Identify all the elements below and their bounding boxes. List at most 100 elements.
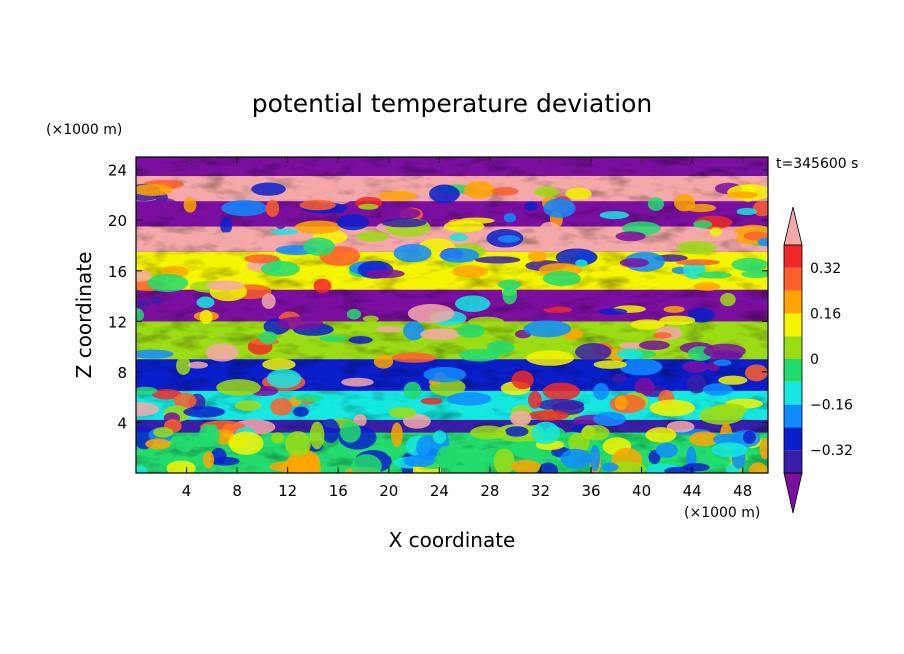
contour-patch <box>645 427 677 443</box>
contour-patch <box>574 343 612 361</box>
contour-patch <box>731 257 768 272</box>
x-tick-label: 40 <box>632 482 651 500</box>
contour-patch <box>630 319 665 330</box>
contour-patch <box>451 265 489 278</box>
contour-patch <box>433 430 447 444</box>
contour-patch <box>266 369 302 389</box>
contour-patch <box>474 256 521 264</box>
contour-patch <box>565 187 592 200</box>
contour-patch <box>531 421 561 445</box>
y-axis: 4 8 12 16 20 24 <box>108 162 768 432</box>
contour-patch <box>593 411 626 427</box>
x-tick-label: 20 <box>379 482 398 500</box>
y-tick-label: 16 <box>108 263 127 281</box>
colorbar-segment <box>784 336 802 359</box>
contour-patch <box>612 373 628 383</box>
x-tick-label: 8 <box>232 482 242 500</box>
contour-patch <box>542 382 581 401</box>
contour-patch <box>613 296 657 304</box>
contour-patch <box>339 421 361 443</box>
contour-patch <box>463 181 495 199</box>
contour-patch <box>403 413 431 429</box>
contour-patch <box>262 358 296 371</box>
time-label: t=345600 s <box>776 156 858 172</box>
contour-patch <box>351 454 382 473</box>
contour-patch <box>436 445 461 468</box>
contour-patch <box>303 237 335 256</box>
contour-patch <box>655 442 678 458</box>
contour-patch <box>748 462 768 473</box>
contour-patch <box>598 308 628 315</box>
contour-patch <box>743 430 756 444</box>
contour-patch <box>356 231 389 242</box>
contour-patch <box>420 397 443 405</box>
contour-patch <box>664 466 695 473</box>
plot-frame <box>135 156 769 474</box>
contour-patch <box>285 431 311 457</box>
contour-patch <box>403 321 425 341</box>
contour-patch <box>695 271 732 279</box>
contour-patch <box>759 438 768 460</box>
contour-patch <box>575 259 588 268</box>
contour-patch <box>423 366 467 383</box>
contour-patch <box>497 235 521 243</box>
colorbar-label: 0.32 <box>810 261 841 277</box>
contour-patch <box>228 431 264 455</box>
contour-patch <box>320 418 340 443</box>
contour-patch <box>709 226 722 237</box>
contour-patch <box>166 460 196 473</box>
contour-patch <box>146 200 169 207</box>
contour-patch <box>145 438 172 450</box>
contour-patch <box>757 237 768 247</box>
contour-patch <box>702 383 733 396</box>
contour-patch <box>743 231 768 241</box>
x-tick-label: 36 <box>581 482 600 500</box>
contour-patch <box>457 324 485 338</box>
contour-patch <box>136 184 173 196</box>
contour-patch <box>528 390 542 409</box>
contour-patch <box>693 282 721 291</box>
contour-patch <box>173 392 197 410</box>
contour-patch <box>153 427 174 438</box>
contour-patch <box>346 308 362 320</box>
colorbar-segment <box>784 359 802 382</box>
colorbar-arrow-top <box>783 206 803 246</box>
contour-patch <box>652 332 672 339</box>
contour-patch <box>745 364 768 382</box>
contour-patch <box>136 299 151 307</box>
contour-patch <box>703 343 746 359</box>
x-tick-label: 28 <box>480 482 499 500</box>
contour-patch <box>616 348 643 360</box>
contour-patch <box>634 377 655 397</box>
contour-patch <box>527 250 548 262</box>
contour-patch <box>458 348 500 362</box>
contour-patch <box>261 261 300 277</box>
colorbar-label: −0.32 <box>810 443 853 459</box>
contour-patch <box>688 431 719 447</box>
contour-patch <box>205 343 239 362</box>
contour-patch <box>638 340 670 350</box>
contour-patch <box>309 421 325 450</box>
contour-patch <box>365 269 405 279</box>
contour-patch <box>403 454 435 467</box>
contour-patch <box>659 315 696 326</box>
contour-patch <box>446 392 492 406</box>
contour-patch <box>348 336 373 344</box>
contour-patch <box>362 315 379 323</box>
contour-patch <box>502 285 518 305</box>
contour-patch <box>136 465 148 473</box>
contour-patch <box>647 197 664 211</box>
y-tick-label: 12 <box>108 313 127 331</box>
contour-patch <box>615 231 646 242</box>
contour-patch <box>528 410 569 421</box>
contour-patch <box>676 259 721 266</box>
colorbar-label: 0.16 <box>810 306 841 322</box>
colorbar: 0.32 0.16 0 −0.16 −0.32 <box>783 206 853 514</box>
contour-patch <box>580 424 610 441</box>
contour-patch <box>429 184 460 204</box>
contour-patch <box>393 243 432 263</box>
contour-patch <box>319 334 348 342</box>
contour-patch <box>216 379 261 396</box>
colorbar-segment <box>784 290 802 314</box>
